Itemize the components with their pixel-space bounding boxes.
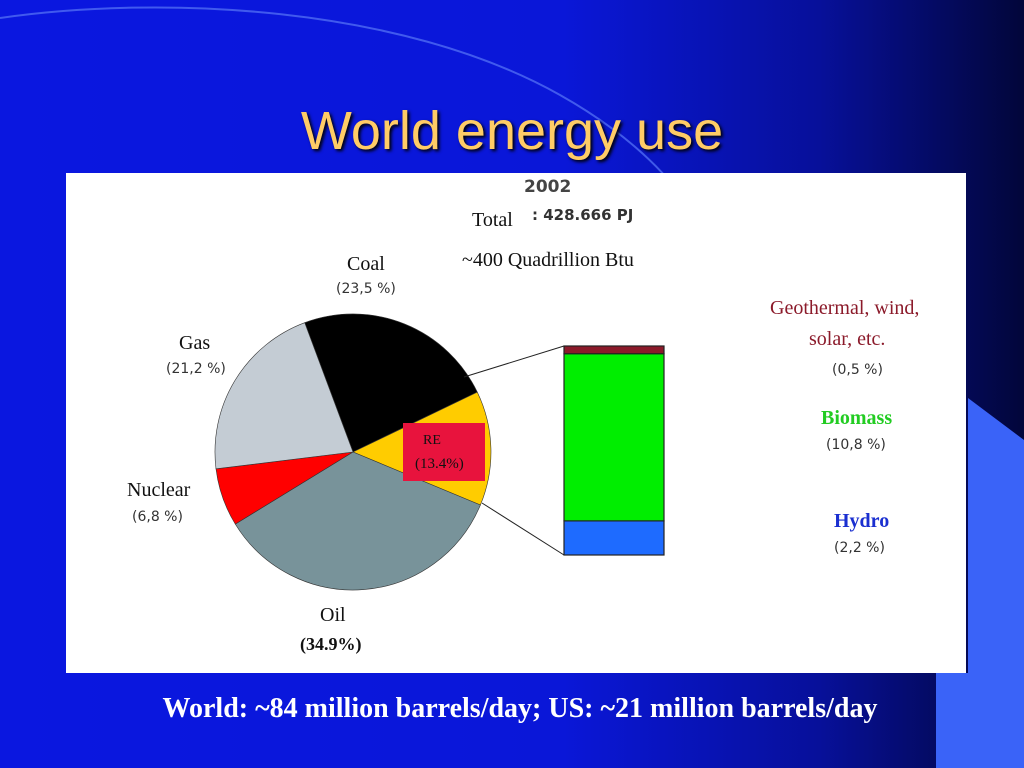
footer-note: World: ~84 million barrels/day; US: ~21 …: [162, 693, 878, 724]
re-label: RE: [423, 433, 441, 448]
chart-svg: [214, 313, 665, 591]
geothermal-pct: (0,5 %): [832, 362, 883, 378]
bar-segment-geothermal: [563, 345, 665, 355]
slide-title: World energy use: [300, 101, 724, 161]
gas-pct: (21,2 %): [166, 361, 226, 377]
hydro-pct: (2,2 %): [834, 540, 885, 556]
gas-label: Gas: [179, 332, 211, 354]
biomass-pct: (10,8 %): [826, 437, 886, 453]
pie-slice-coal: [304, 313, 478, 453]
hydro-label: Hydro: [834, 510, 890, 532]
biomass-label: Biomass: [821, 407, 893, 429]
nuclear-label: Nuclear: [127, 479, 191, 501]
nuclear-pct: (6,8 %): [132, 509, 183, 525]
total-btu: ~400 Quadrillion Btu: [462, 249, 634, 271]
re-pct: (13.4%): [415, 456, 464, 472]
pie-slice-gas: [214, 322, 354, 470]
total-value: : 428.666 PJ: [532, 206, 634, 224]
re-highlight-box: [403, 423, 485, 481]
oil-label: Oil: [320, 604, 346, 626]
coal-label: Coal: [347, 253, 385, 275]
chart-panel: 2002 Total : 428.666 PJ ~400 Quadrillion…: [66, 173, 966, 673]
geothermal-label-line1: Geothermal, wind,: [770, 297, 920, 319]
geothermal-label-line2: solar, etc.: [809, 328, 886, 350]
connector-line-bottom: [481, 502, 565, 556]
total-label: Total: [472, 209, 513, 231]
pie-slice-oil: [234, 451, 481, 591]
year-label: 2002: [524, 177, 572, 197]
oil-pct: (34.9%): [300, 634, 362, 654]
bar-segment-hydro: [563, 520, 665, 556]
coal-pct: (23,5 %): [336, 281, 396, 297]
bar-segment-biomass: [563, 353, 665, 522]
connector-line-top: [463, 345, 565, 378]
